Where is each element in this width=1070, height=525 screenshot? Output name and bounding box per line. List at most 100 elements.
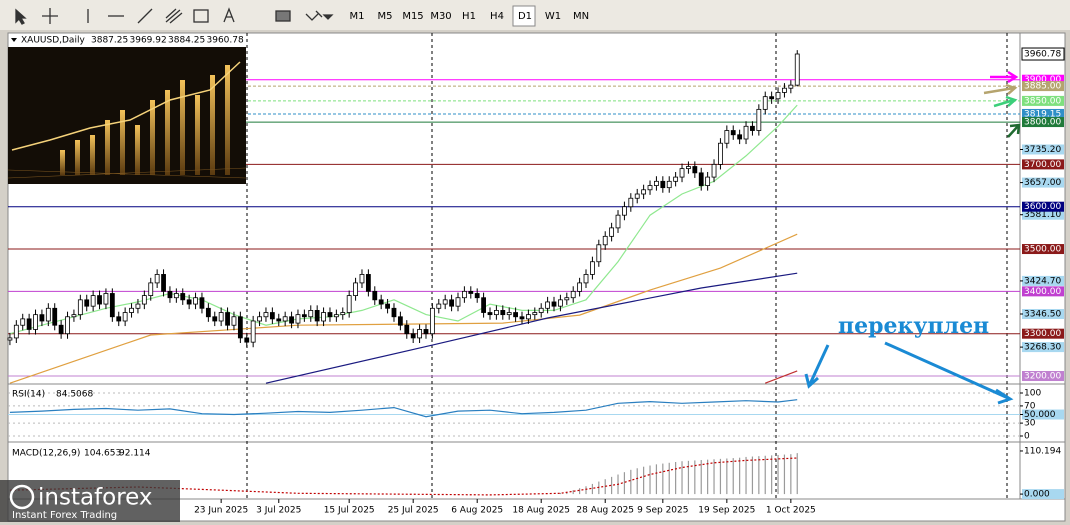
candle-body — [141, 295, 147, 305]
timeframe-button[interactable]: M30 — [430, 11, 451, 22]
level-label-box — [1022, 81, 1064, 92]
candle-body — [538, 307, 544, 313]
level-label: 3700.00 — [1024, 160, 1061, 170]
timeframe-button[interactable]: M1 — [350, 11, 365, 22]
x-tick-label: 9 Sep 2025 — [637, 506, 688, 516]
candle-body — [474, 293, 480, 299]
candle-body — [782, 87, 787, 93]
candle-body — [263, 312, 269, 318]
candle-body — [647, 185, 653, 191]
candle-body — [225, 312, 230, 326]
candle-body — [314, 310, 320, 322]
x-tick-label: 25 Jul 2025 — [388, 506, 439, 516]
candle-body — [295, 314, 301, 324]
candle-body — [20, 318, 26, 326]
level-label: 3400.00 — [1024, 287, 1061, 297]
candle-body — [788, 84, 794, 89]
level-label: 3200.00 — [1024, 372, 1061, 382]
candle-body — [526, 314, 531, 320]
candle-body — [583, 274, 589, 284]
candle-body — [429, 307, 435, 335]
candle-body — [634, 193, 640, 199]
candle-body — [13, 324, 19, 339]
timeframe-button[interactable]: W1 — [545, 11, 561, 22]
level-label-box — [1022, 159, 1064, 170]
level-label-box — [1022, 74, 1064, 85]
y-tick-label: 3657.00 — [1024, 178, 1061, 188]
candle-body — [602, 235, 608, 246]
candle-body — [212, 316, 218, 322]
candle-body — [26, 318, 32, 330]
candle-body — [391, 307, 397, 318]
candle-body — [340, 312, 346, 316]
candle-body — [461, 290, 467, 299]
level-label-box — [1022, 108, 1064, 119]
candle-body — [730, 130, 736, 136]
candle-body — [135, 303, 141, 309]
candle-body — [154, 274, 160, 284]
candle-body — [378, 299, 384, 305]
signal-value: 92.114 — [119, 449, 151, 459]
candle-body — [321, 312, 326, 322]
candle-body — [231, 316, 237, 326]
candle-body — [743, 125, 749, 140]
indicator-title: MACD(12,26,9) — [12, 449, 80, 459]
y-tick-box — [1022, 209, 1064, 220]
candle-body — [7, 337, 13, 341]
moving-average — [764, 370, 798, 384]
candle-body — [442, 299, 448, 305]
candle-body — [218, 312, 224, 322]
level-label: 3300.00 — [1024, 329, 1061, 339]
timeframe-button[interactable]: M15 — [402, 11, 423, 22]
candle-body — [161, 274, 166, 292]
y-tick-box — [1022, 275, 1064, 286]
timeframe-button[interactable]: MN — [573, 11, 589, 22]
signal-line — [9, 457, 798, 496]
level-label-box — [1022, 244, 1064, 255]
candle-body — [205, 307, 211, 318]
timeframe-button[interactable]: D1 — [518, 11, 532, 22]
candle-body — [513, 312, 519, 318]
y-tick-label: 50.000 — [1024, 410, 1056, 420]
candle-body — [385, 303, 390, 309]
candle-body — [711, 163, 717, 178]
candle-body — [39, 314, 45, 322]
candle-body — [180, 293, 186, 301]
ohlc-open: 3887.25 — [91, 36, 128, 46]
candle-body — [570, 290, 576, 299]
candle-body — [481, 297, 486, 313]
candle-body — [487, 312, 493, 316]
y-tick-box — [1022, 309, 1064, 320]
candle-body — [718, 142, 723, 165]
candle-body — [654, 180, 659, 186]
logo-name: instaforex — [38, 485, 153, 511]
candle-body — [564, 297, 570, 301]
candle-body — [359, 274, 365, 284]
candle-body — [436, 303, 442, 309]
y-tick-label: 3581.10 — [1024, 210, 1061, 220]
candle-body — [186, 299, 192, 305]
y-tick-box — [1022, 342, 1064, 353]
candle-body — [346, 295, 352, 313]
candle-body — [90, 295, 96, 307]
y-tick-label: 30 — [1024, 419, 1036, 429]
candle-body — [71, 314, 77, 318]
timeframe-button[interactable]: M5 — [378, 11, 393, 22]
candle-body — [532, 312, 538, 316]
timeframe-button[interactable]: H4 — [490, 11, 504, 22]
logo: instaforex Instant Forex Trading — [0, 480, 180, 522]
candle-body — [365, 274, 371, 292]
candle-body — [404, 324, 410, 335]
candle-body — [33, 314, 38, 330]
candle-body — [724, 130, 730, 144]
level-label-box — [1022, 95, 1064, 106]
candle-body — [794, 53, 800, 86]
y-tick-label: 3268.30 — [1024, 343, 1061, 353]
candle-body — [237, 316, 243, 339]
candle-body — [666, 180, 672, 189]
candle-body — [506, 312, 512, 316]
x-tick-label: 18 Aug 2025 — [512, 506, 570, 516]
candle-body — [493, 310, 499, 316]
timeframe-button[interactable]: H1 — [462, 11, 476, 22]
